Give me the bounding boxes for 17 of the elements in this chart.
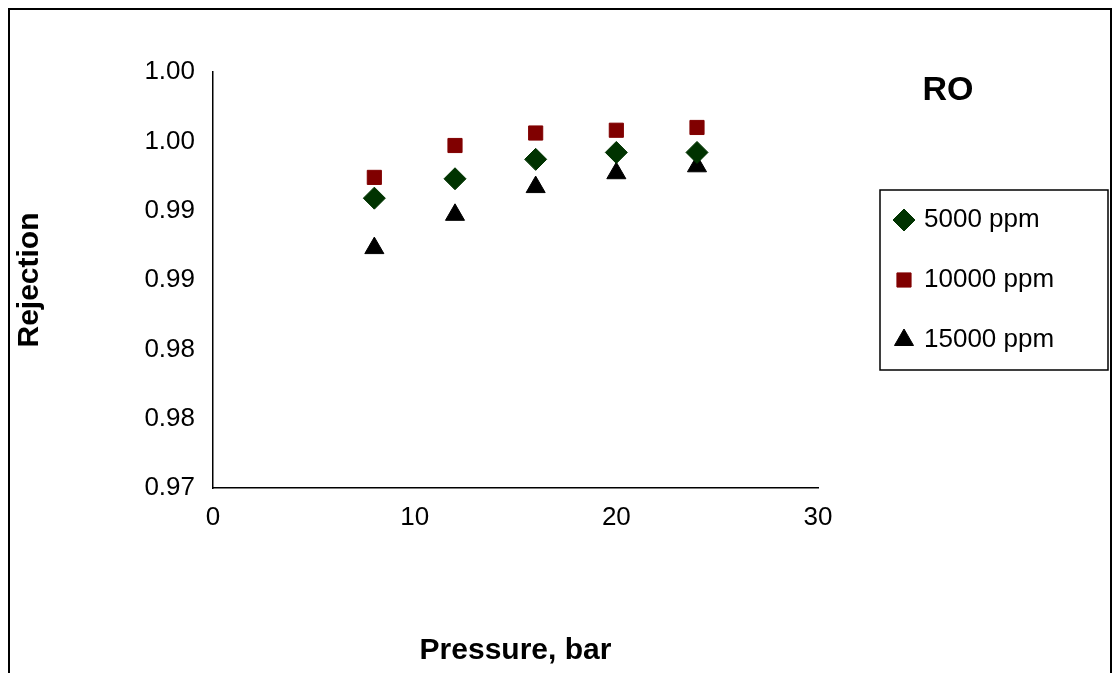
y-tick-label: 0.98 (144, 401, 195, 432)
y-tick-label: 1.00 (144, 55, 195, 86)
x-tick-label: 20 (601, 500, 631, 531)
y-tick-label: 1.00 (144, 124, 195, 155)
legend-label: 5000 ppm (924, 203, 1040, 234)
y-tick-label: 0.99 (144, 263, 195, 294)
x-tick-label: 10 (400, 500, 430, 531)
text: RO (922, 69, 974, 108)
y-tick-label: 0.97 (144, 471, 195, 502)
y-tick-label: 0.99 (144, 193, 195, 224)
y-axis-title: Rejection (11, 212, 45, 348)
y-tick-label: 0.98 (144, 332, 195, 363)
x-tick-label: 30 (803, 500, 833, 531)
x-axis-title: Pressure, bar (419, 632, 612, 666)
legend-label: 15000 ppm (924, 323, 1055, 354)
x-tick-label: 0 (205, 500, 221, 531)
legend-label: 10000 ppm (924, 263, 1055, 294)
